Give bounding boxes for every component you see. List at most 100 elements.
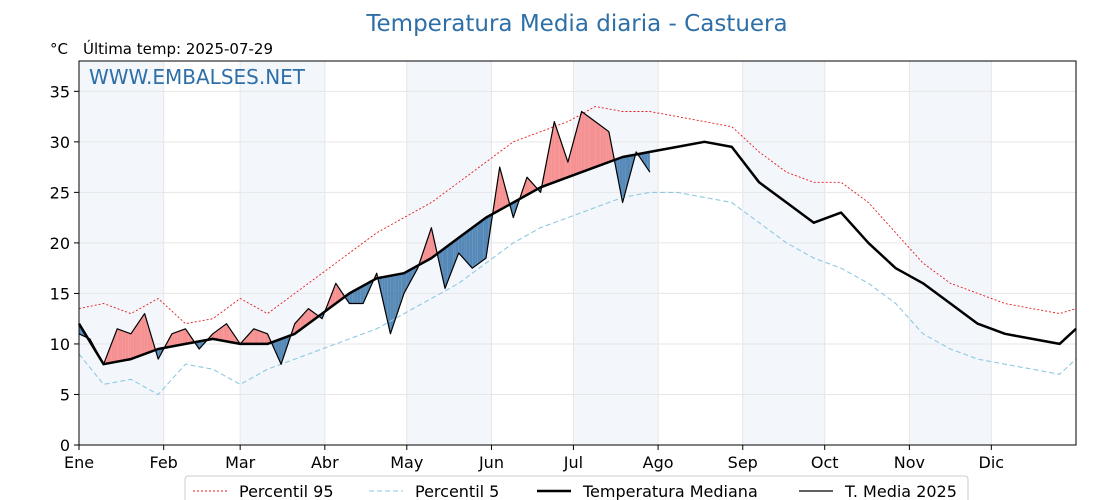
anomaly-fill-18 — [125, 331, 129, 361]
anomaly-fill-202 — [628, 155, 631, 183]
anomaly-fill-185 — [581, 111, 585, 173]
anomaly-fill-135 — [445, 245, 448, 289]
anomaly-fill-57 — [232, 331, 235, 343]
watermark: WWW.EMBALSES.NET — [89, 65, 306, 89]
y-tick-label-20: 20 — [50, 234, 70, 253]
anomaly-fill-123 — [412, 267, 415, 279]
anomaly-fill-14 — [114, 328, 118, 363]
anomaly-fill-177 — [559, 137, 563, 181]
anomaly-fill-186 — [584, 113, 588, 172]
plot-frame — [78, 60, 1077, 446]
anomaly-fill-209 — [647, 151, 650, 173]
anomaly-fill-150 — [486, 216, 489, 259]
anomaly-fill-76 — [283, 336, 287, 357]
anomaly-fill-130 — [431, 227, 435, 259]
anomaly-fill-191 — [598, 123, 601, 167]
anomaly-fill-194 — [606, 129, 609, 164]
anomaly-fill-115 — [390, 275, 394, 334]
anomaly-fill-164 — [524, 177, 527, 197]
anomaly-fill-182 — [573, 131, 577, 176]
series-line-2 — [77, 140, 1077, 366]
anomaly-fill-174 — [551, 121, 555, 184]
anomaly-fill-74 — [278, 338, 282, 365]
anomaly-fill-37 — [177, 330, 181, 346]
anomaly-fill-136 — [447, 243, 451, 282]
anomaly-fill-198 — [617, 158, 620, 189]
x-tick-label-Ago: Ago — [643, 453, 674, 472]
anomaly-fill-143 — [466, 229, 470, 266]
y-tick-label-0: 0 — [60, 436, 70, 455]
anomaly-fill-66 — [256, 329, 260, 344]
y-tick-label-15: 15 — [50, 284, 70, 303]
anomaly-fill-188 — [589, 117, 593, 170]
anomaly-fill-19 — [128, 332, 131, 360]
anomaly-fill-141 — [461, 233, 465, 260]
anomaly-fill-176 — [557, 129, 560, 182]
anomaly-fill-180 — [567, 151, 571, 178]
anomaly-fill-133 — [439, 250, 443, 277]
anomaly-fill-193 — [603, 127, 607, 165]
anomaly-fill-187 — [587, 115, 590, 171]
anomaly-fill-118 — [398, 273, 402, 310]
series-lines — [77, 106, 1077, 396]
anomaly-fill-183 — [576, 121, 579, 175]
anomaly-fill-101 — [352, 290, 355, 304]
anomaly-fill-15 — [117, 328, 120, 362]
anomaly-fill-120 — [404, 271, 407, 294]
anomaly-fill-114 — [387, 275, 391, 334]
anomaly-fill-25 — [144, 313, 148, 355]
anomaly-fill-192 — [600, 125, 604, 166]
anomaly-fill-103 — [357, 287, 361, 304]
anomaly-fill-190 — [595, 121, 598, 168]
anomaly-fill-157 — [505, 187, 508, 207]
anomaly-fill-184 — [578, 111, 582, 174]
anomaly-fill-53 — [221, 325, 224, 341]
x-tick-label-Nov: Nov — [894, 453, 925, 472]
y-axis: 0 5 10 15 20 25 30 35 — [50, 82, 79, 455]
anomaly-fill-166 — [529, 180, 533, 194]
anomaly-fill-80 — [294, 320, 298, 334]
anomaly-fill-85 — [308, 308, 312, 324]
anomaly-fill-39 — [182, 328, 186, 345]
anomaly-fill-200 — [622, 156, 626, 203]
x-tick-label-Feb: Feb — [150, 453, 178, 472]
anomaly-fill-147 — [477, 221, 481, 265]
y-tick-label-5: 5 — [60, 385, 70, 404]
anomaly-fill-165 — [527, 177, 530, 195]
y-tick-label-30: 30 — [50, 133, 70, 152]
anomaly-fill-68 — [262, 331, 265, 344]
month-band-4 — [742, 61, 825, 445]
anomaly-fill-149 — [483, 217, 486, 261]
x-tick-label-Dic: Dic — [979, 453, 1005, 472]
month-band-1 — [240, 61, 325, 445]
anomaly-fill-175 — [554, 121, 557, 183]
anomaly-fill-35 — [171, 332, 175, 347]
anomaly-fill-207 — [641, 153, 645, 165]
anomaly-fill-142 — [464, 231, 467, 263]
anomaly-fill-36 — [174, 331, 178, 346]
month-band-5 — [909, 61, 992, 445]
x-tick-label-Ene: Ene — [64, 453, 94, 472]
x-tick-label-Abr: Abr — [311, 453, 339, 472]
anomaly-fill-145 — [472, 225, 476, 269]
anomaly-fill-65 — [253, 328, 257, 344]
month-bands — [79, 61, 992, 445]
legend: Percentil 95 Percentil 5 Temperatura Media… — [184, 475, 969, 500]
anomaly-fill-30 — [158, 348, 161, 360]
anomaly-fill-127 — [423, 243, 426, 263]
legend-box — [184, 475, 969, 500]
anomaly-fill-82 — [300, 314, 303, 330]
y-tick-label-35: 35 — [50, 82, 70, 101]
anomaly-fill-100 — [349, 291, 353, 304]
anomaly-fill-38 — [180, 329, 183, 345]
x-tick-label-Jul: Jul — [563, 453, 583, 472]
legend-label-1: Percentil 5 — [415, 482, 499, 500]
anomaly-fill-195 — [608, 131, 612, 163]
anomaly-fill-122 — [409, 268, 413, 284]
y-tick-label-25: 25 — [50, 183, 70, 202]
anomaly-fill-27 — [150, 331, 153, 352]
anomaly-fill-104 — [360, 285, 364, 304]
legend-label-0: Percentil 95 — [239, 482, 334, 500]
x-tick-label-May: May — [390, 453, 423, 472]
